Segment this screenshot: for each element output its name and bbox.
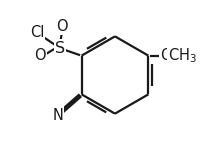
Text: Cl: Cl [30,25,44,40]
Text: N: N [52,108,63,123]
Text: CH$_3$: CH$_3$ [168,46,197,65]
Text: S: S [55,41,65,56]
Text: O: O [34,48,46,63]
Text: O: O [160,48,171,63]
Text: O: O [56,19,68,34]
